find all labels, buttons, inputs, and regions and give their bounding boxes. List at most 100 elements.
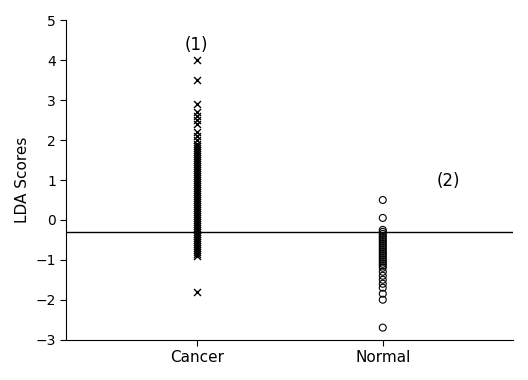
Point — [379, 263, 387, 269]
Point — [379, 197, 387, 203]
Point — [193, 211, 201, 217]
Point — [379, 297, 387, 303]
Point — [379, 291, 387, 297]
Point — [193, 237, 201, 243]
Point — [193, 117, 201, 123]
Point — [379, 229, 387, 235]
Point — [193, 205, 201, 211]
Point — [193, 245, 201, 251]
Point — [193, 113, 201, 119]
Point — [379, 285, 387, 291]
Point — [193, 209, 201, 215]
Point — [379, 227, 387, 233]
Point — [193, 129, 201, 135]
Point — [193, 155, 201, 161]
Point — [379, 255, 387, 261]
Point — [193, 289, 201, 295]
Point — [193, 215, 201, 221]
Point — [193, 249, 201, 255]
Point — [193, 225, 201, 231]
Point — [379, 239, 387, 245]
Point — [193, 57, 201, 63]
Point — [379, 273, 387, 279]
Point — [193, 189, 201, 195]
Point — [379, 253, 387, 259]
Point — [193, 147, 201, 153]
Point — [379, 257, 387, 263]
Point — [193, 151, 201, 157]
Point — [193, 121, 201, 127]
Point — [379, 215, 387, 221]
Point — [193, 101, 201, 107]
Point — [379, 269, 387, 275]
Point — [193, 233, 201, 239]
Point — [193, 193, 201, 199]
Point — [193, 251, 201, 257]
Point — [193, 219, 201, 225]
Point — [193, 145, 201, 151]
Point — [193, 149, 201, 155]
Point — [193, 77, 201, 83]
Text: (1): (1) — [185, 36, 209, 54]
Point — [193, 235, 201, 241]
Point — [193, 227, 201, 233]
Point — [193, 231, 201, 237]
Point — [193, 197, 201, 203]
Point — [193, 163, 201, 169]
Point — [193, 221, 201, 227]
Point — [193, 253, 201, 259]
Point — [193, 177, 201, 183]
Point — [379, 243, 387, 249]
Point — [193, 217, 201, 223]
Point — [193, 137, 201, 143]
Point — [193, 207, 201, 213]
Point — [193, 175, 201, 181]
Point — [193, 247, 201, 253]
Point — [193, 201, 201, 207]
Text: (2): (2) — [436, 172, 460, 190]
Point — [193, 187, 201, 193]
Point — [193, 241, 201, 247]
Point — [193, 229, 201, 235]
Y-axis label: LDA Scores: LDA Scores — [15, 137, 30, 223]
Point — [193, 143, 201, 149]
Point — [379, 259, 387, 265]
Point — [193, 141, 201, 147]
Point — [193, 167, 201, 173]
Point — [193, 239, 201, 245]
Point — [193, 169, 201, 175]
Point — [379, 235, 387, 241]
Point — [193, 183, 201, 189]
Point — [379, 231, 387, 237]
Point — [193, 203, 201, 209]
Point — [379, 251, 387, 257]
Point — [193, 157, 201, 163]
Point — [379, 277, 387, 283]
Point — [193, 179, 201, 185]
Point — [379, 281, 387, 287]
Point — [379, 249, 387, 255]
Point — [193, 185, 201, 191]
Point — [193, 173, 201, 179]
Point — [379, 237, 387, 243]
Point — [193, 181, 201, 187]
Point — [379, 241, 387, 247]
Point — [193, 161, 201, 167]
Point — [379, 247, 387, 253]
Point — [379, 265, 387, 271]
Point — [193, 159, 201, 165]
Point — [193, 199, 201, 205]
Point — [193, 165, 201, 171]
Point — [193, 195, 201, 201]
Point — [193, 171, 201, 177]
Point — [379, 325, 387, 331]
Point — [193, 213, 201, 219]
Point — [379, 245, 387, 251]
Point — [193, 133, 201, 139]
Point — [193, 223, 201, 229]
Point — [193, 191, 201, 197]
Point — [193, 243, 201, 249]
Point — [193, 109, 201, 115]
Point — [379, 233, 387, 239]
Point — [193, 153, 201, 159]
